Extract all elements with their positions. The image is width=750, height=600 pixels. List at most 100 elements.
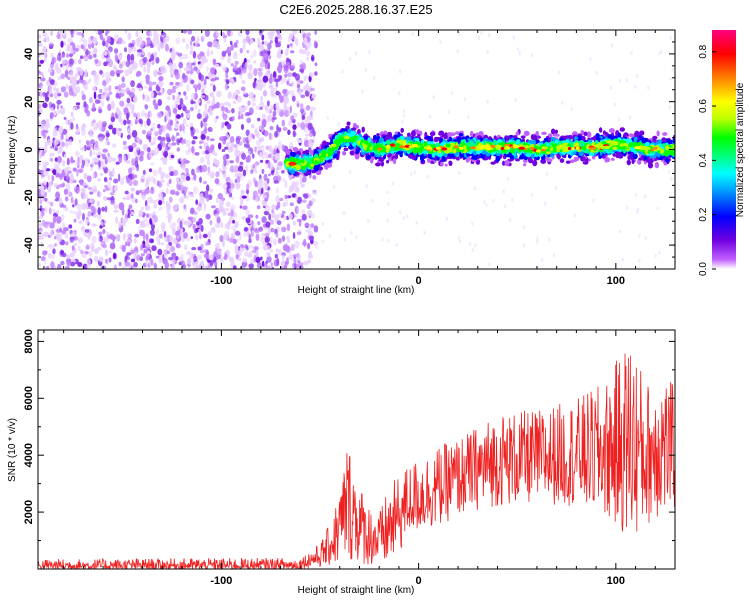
noise-speck (252, 102, 256, 107)
noise-speck (214, 265, 218, 269)
noise-speck (271, 152, 274, 161)
noise-speck (268, 147, 275, 155)
signal-pixel (605, 157, 611, 163)
noise-speck (398, 69, 402, 74)
noise-speck (119, 100, 125, 107)
noise-speck (88, 54, 93, 60)
noise-speck (209, 91, 215, 98)
noise-speck (121, 40, 126, 45)
noise-speck (213, 251, 219, 258)
noise-speck (257, 221, 261, 226)
noise-speck (299, 177, 303, 185)
noise-speck (150, 90, 154, 99)
noise-speck (38, 234, 41, 241)
noise-speck (147, 196, 153, 204)
noise-speck (468, 242, 472, 246)
noise-speck (67, 64, 73, 68)
noise-speck (180, 112, 184, 118)
noise-speck (228, 77, 233, 81)
noise-speck (274, 36, 278, 44)
noise-speck (262, 90, 268, 97)
noise-speck (109, 70, 115, 77)
noise-speck (307, 122, 313, 131)
noise-speck (115, 161, 120, 165)
noise-speck (196, 43, 201, 47)
noise-speck (94, 58, 99, 64)
noise-speck (145, 255, 148, 262)
noise-speck (210, 144, 215, 151)
noise-speck (38, 162, 41, 167)
noise-speck (273, 180, 279, 184)
noise-speck (113, 204, 119, 210)
noise-speck (246, 49, 249, 54)
noise-speck (144, 85, 148, 89)
noise-speck (49, 244, 56, 250)
noise-speck (138, 40, 144, 49)
noise-speck (91, 161, 95, 167)
noise-speck (220, 55, 225, 61)
noise-speck (108, 124, 113, 130)
noise-speck (305, 50, 311, 57)
noise-speck (229, 160, 234, 164)
noise-speck (245, 217, 251, 224)
noise-speck (41, 219, 46, 227)
noise-speck (218, 168, 223, 173)
noise-speck (228, 237, 235, 243)
noise-speck (113, 264, 117, 269)
noise-speck (107, 168, 112, 173)
noise-speck (399, 210, 402, 215)
noise-speck (351, 266, 355, 269)
noise-speck (147, 147, 151, 153)
noise-speck (82, 212, 85, 221)
noise-speck (62, 159, 66, 167)
noise-speck (271, 209, 274, 213)
signal-pixel (580, 156, 586, 162)
noise-speck (166, 202, 170, 208)
noise-speck (64, 232, 69, 240)
noise-speck (303, 238, 307, 247)
noise-speck (144, 43, 149, 48)
noise-speck (112, 127, 117, 135)
noise-speck (184, 95, 188, 100)
noise-speck (187, 220, 192, 225)
noise-speck (64, 241, 69, 246)
noise-speck (48, 77, 52, 83)
noise-speck (186, 139, 191, 148)
noise-speck (246, 183, 250, 191)
noise-speck (286, 57, 289, 63)
noise-speck (126, 119, 131, 125)
noise-speck (321, 221, 325, 226)
noise-speck (74, 242, 77, 247)
noise-speck (160, 65, 164, 73)
noise-speck (146, 118, 151, 126)
signal-pixel (343, 147, 349, 151)
noise-speck (182, 53, 189, 60)
noise-speck (230, 136, 235, 144)
noise-speck (166, 181, 170, 187)
noise-speck (381, 237, 384, 242)
noise-speck (255, 80, 259, 84)
noise-speck (107, 103, 112, 112)
noise-speck (223, 211, 227, 215)
noise-speck (299, 68, 304, 73)
noise-speck (506, 176, 510, 181)
noise-speck (102, 195, 108, 201)
noise-speck (254, 227, 258, 234)
noise-speck (286, 235, 290, 240)
noise-speck (119, 177, 125, 186)
noise-speck (224, 101, 230, 106)
noise-speck (189, 122, 194, 128)
noise-speck (178, 61, 183, 69)
noise-speck (253, 68, 258, 77)
signal-pixel (469, 130, 474, 138)
noise-speck (179, 231, 184, 238)
noise-speck (174, 118, 179, 122)
noise-speck (480, 30, 483, 35)
noise-speck (98, 120, 103, 126)
noise-speck (516, 47, 520, 52)
noise-speck (263, 130, 269, 137)
noise-speck (285, 106, 290, 110)
noise-speck (247, 151, 251, 154)
noise-speck (140, 80, 143, 85)
noise-speck (145, 176, 152, 183)
